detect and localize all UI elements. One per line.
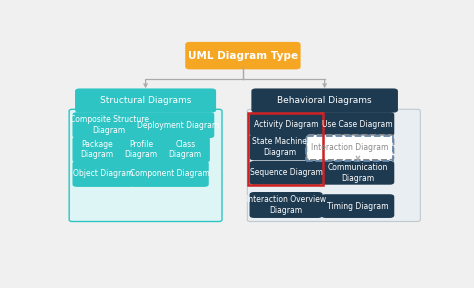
FancyBboxPatch shape	[249, 161, 323, 185]
FancyBboxPatch shape	[117, 137, 166, 162]
Text: Package
Diagram: Package Diagram	[81, 140, 114, 160]
FancyBboxPatch shape	[251, 88, 398, 113]
Text: Composite Structure
Diagram: Composite Structure Diagram	[70, 115, 148, 135]
Text: Class
Diagram: Class Diagram	[169, 140, 202, 160]
Text: Activity Diagram: Activity Diagram	[254, 120, 319, 128]
FancyBboxPatch shape	[69, 109, 222, 221]
FancyBboxPatch shape	[249, 134, 310, 160]
Text: Component Diagram: Component Diagram	[129, 169, 210, 179]
FancyBboxPatch shape	[73, 112, 146, 138]
FancyBboxPatch shape	[247, 109, 420, 221]
Text: UML Diagram Type: UML Diagram Type	[188, 51, 298, 61]
Text: Sequence Diagram: Sequence Diagram	[250, 168, 322, 177]
FancyBboxPatch shape	[161, 137, 210, 162]
Text: Interaction Diagram: Interaction Diagram	[311, 143, 389, 152]
FancyBboxPatch shape	[307, 135, 393, 160]
FancyBboxPatch shape	[141, 112, 214, 138]
Text: Object Diagram: Object Diagram	[73, 169, 134, 179]
FancyBboxPatch shape	[321, 112, 394, 136]
Text: State Machine
Diagram: State Machine Diagram	[252, 137, 307, 157]
Text: Structural Diagrams: Structural Diagrams	[100, 96, 191, 105]
FancyBboxPatch shape	[249, 112, 323, 136]
Text: Timing Diagram: Timing Diagram	[327, 202, 389, 211]
Text: Interaction Overview
Diagram: Interaction Overview Diagram	[246, 195, 326, 215]
FancyBboxPatch shape	[75, 88, 216, 113]
Text: Deployment Diagram: Deployment Diagram	[137, 121, 219, 130]
FancyBboxPatch shape	[185, 42, 301, 69]
Text: Behavioral Diagrams: Behavioral Diagrams	[277, 96, 372, 105]
Text: Communication
Diagram: Communication Diagram	[328, 163, 388, 183]
FancyBboxPatch shape	[321, 194, 394, 218]
FancyBboxPatch shape	[249, 192, 323, 218]
FancyBboxPatch shape	[73, 161, 135, 187]
Text: Use Case Diagram: Use Case Diagram	[322, 120, 393, 128]
Text: Profile
Diagram: Profile Diagram	[125, 140, 158, 160]
FancyBboxPatch shape	[130, 161, 209, 187]
FancyBboxPatch shape	[73, 137, 122, 162]
FancyBboxPatch shape	[321, 161, 394, 185]
